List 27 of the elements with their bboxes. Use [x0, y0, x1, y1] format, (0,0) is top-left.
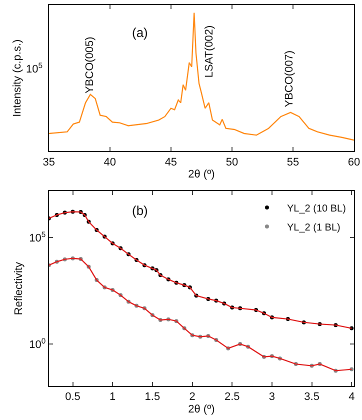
- x-tick-label: 45: [164, 156, 178, 168]
- y-tick-label: 10$^{0}$: [29, 336, 46, 351]
- x-tick-label: 2.5: [224, 391, 240, 404]
- annotation: YBCO(007): [284, 50, 296, 108]
- x-tick-label: 0.5: [65, 391, 80, 404]
- x-tick-label: 1.5: [144, 391, 160, 404]
- x-axis-title: 2θ (º): [188, 168, 215, 181]
- line-series: [48, 258, 352, 372]
- x-tick-label: 50: [226, 156, 238, 168]
- y-axis-title: Intensity (c.p.s.): [12, 39, 24, 117]
- annotation: (b): [132, 203, 148, 218]
- annotation: (a): [132, 25, 148, 40]
- x-tick-label: 55: [286, 156, 300, 168]
- x-tick-label: 2: [189, 391, 196, 404]
- x-tick-label: 4: [348, 391, 355, 404]
- x-tick-label: 1: [110, 391, 116, 404]
- x-tick-label: 3.5: [304, 391, 320, 404]
- annotation: YBCO(005): [84, 36, 96, 94]
- y-axis-title: Reflectivity: [12, 261, 25, 316]
- legend-label: YL_2 (10 BL): [286, 203, 346, 214]
- annotation: LSAT(002): [204, 25, 216, 78]
- x-tick-label: 40: [104, 156, 116, 168]
- legend-label: YL_2 (1 BL): [286, 222, 340, 234]
- x-tick-label: 3: [268, 391, 276, 404]
- x-axis-title: 2θ (º): [188, 403, 215, 416]
- x-tick-label: 60: [348, 156, 360, 168]
- x-tick-label: 35: [42, 156, 55, 168]
